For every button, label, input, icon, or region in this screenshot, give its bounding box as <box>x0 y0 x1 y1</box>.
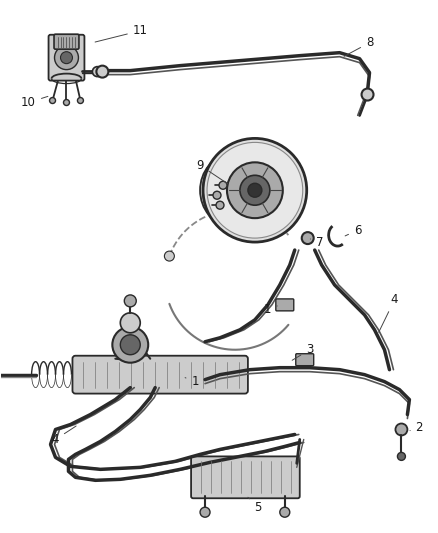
Text: 4: 4 <box>378 293 397 332</box>
Circle shape <box>396 453 404 461</box>
Circle shape <box>226 163 282 218</box>
Circle shape <box>301 232 313 244</box>
Circle shape <box>203 139 306 242</box>
Text: 7: 7 <box>310 236 323 248</box>
Circle shape <box>49 98 55 103</box>
Circle shape <box>361 88 373 101</box>
Text: 6: 6 <box>344 224 360 237</box>
Circle shape <box>212 191 220 199</box>
Circle shape <box>279 507 289 517</box>
Circle shape <box>60 52 72 63</box>
Text: 2: 2 <box>409 421 422 434</box>
Circle shape <box>77 98 83 103</box>
Circle shape <box>240 175 269 205</box>
FancyBboxPatch shape <box>54 34 79 49</box>
Circle shape <box>124 295 136 307</box>
Text: 1: 1 <box>264 303 277 317</box>
Circle shape <box>120 335 140 355</box>
Circle shape <box>215 201 223 209</box>
Circle shape <box>54 46 78 70</box>
Circle shape <box>120 313 140 333</box>
Circle shape <box>164 251 174 261</box>
Text: 10: 10 <box>21 96 48 109</box>
FancyBboxPatch shape <box>191 456 299 498</box>
Ellipse shape <box>200 155 259 225</box>
Circle shape <box>207 142 302 238</box>
FancyBboxPatch shape <box>275 299 293 311</box>
FancyBboxPatch shape <box>72 356 247 393</box>
Text: 1: 1 <box>185 375 198 388</box>
FancyBboxPatch shape <box>295 354 313 366</box>
Circle shape <box>395 424 406 435</box>
Circle shape <box>92 67 102 77</box>
Circle shape <box>64 100 69 106</box>
Text: 3: 3 <box>292 343 313 360</box>
Text: 8: 8 <box>343 36 372 56</box>
Circle shape <box>112 327 148 362</box>
Circle shape <box>219 181 226 189</box>
Circle shape <box>247 183 261 197</box>
Circle shape <box>96 66 108 78</box>
Text: 4: 4 <box>52 426 76 446</box>
Text: 5: 5 <box>247 497 261 514</box>
Text: 11: 11 <box>95 24 148 42</box>
FancyBboxPatch shape <box>49 35 84 80</box>
Circle shape <box>200 507 209 517</box>
Text: 9: 9 <box>196 159 227 184</box>
